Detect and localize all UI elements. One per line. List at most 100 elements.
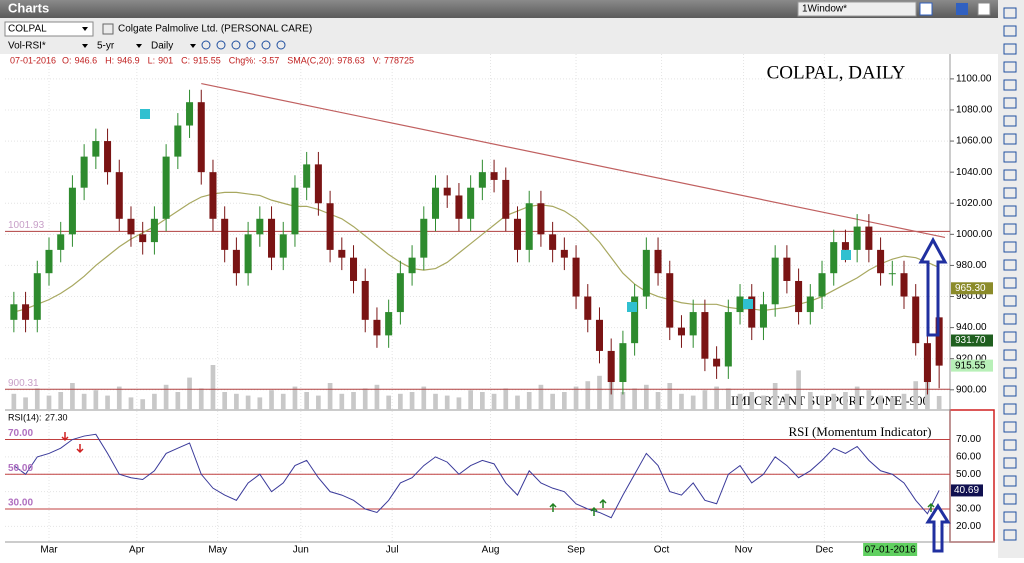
candle-body	[373, 319, 381, 336]
price-tag-label: 915.55	[955, 360, 986, 371]
rsi-tick-label: 30.00	[956, 504, 981, 515]
volume-bar	[608, 379, 614, 410]
volume-bar	[655, 392, 661, 410]
rsi-current: 27.30	[45, 412, 68, 422]
window-button[interactable]	[919, 2, 933, 16]
drawing-tools[interactable]	[1003, 7, 1017, 541]
side-toolbar	[998, 0, 1024, 558]
candle-body	[186, 102, 194, 126]
candle-body	[877, 249, 885, 274]
volume-bar	[351, 392, 356, 410]
candle-body	[420, 218, 428, 258]
info-label: C:	[181, 55, 190, 65]
candle-body	[115, 172, 123, 219]
volume-bar	[152, 393, 157, 410]
symbol-input[interactable]	[4, 21, 94, 37]
volume-bar	[421, 386, 427, 410]
info-icon[interactable]	[102, 23, 114, 35]
candle-body	[525, 203, 533, 250]
rsi-line	[13, 433, 940, 519]
info-label: Chg%:	[229, 55, 256, 65]
symbol: COLPAL	[8, 24, 47, 35]
candle-body	[455, 195, 463, 219]
app-title: Charts	[8, 0, 49, 15]
tool-icon	[1003, 133, 1017, 145]
window-select[interactable]	[797, 1, 917, 17]
candle-body	[619, 343, 627, 383]
candle-body	[244, 234, 252, 274]
volume-bar	[831, 393, 837, 410]
volume-bar	[866, 390, 872, 410]
chart-title: COLPAL, DAILY	[767, 62, 906, 83]
volume-bar	[81, 393, 87, 410]
rsi-level-label: 30.00	[8, 498, 33, 509]
info-label: V:	[373, 55, 381, 65]
volume-bar	[198, 388, 204, 410]
candle-body	[256, 218, 264, 235]
candle-body	[865, 226, 873, 250]
tool-icon	[1003, 457, 1017, 469]
volume-bar	[468, 390, 473, 410]
candle-body	[408, 257, 416, 274]
title-bar	[0, 0, 1024, 18]
candle-body	[127, 218, 135, 235]
volume-bar	[257, 397, 263, 410]
x-tick-label: Nov	[735, 545, 753, 556]
volume-bar	[386, 395, 391, 410]
interval[interactable]: Daily	[151, 41, 173, 52]
info-value: 978.63	[337, 55, 365, 65]
volume-bar	[725, 388, 731, 410]
x-tick-label: Sep	[567, 545, 585, 556]
zoom-tools[interactable]	[201, 40, 286, 50]
study[interactable]: Vol-RSI*	[8, 41, 46, 52]
y-tick-label: 960.00	[956, 291, 987, 302]
tool-icon	[1003, 403, 1017, 415]
candle-body	[443, 187, 451, 196]
volume-bar	[597, 375, 602, 410]
close-button[interactable]	[977, 2, 991, 16]
price-tag	[951, 282, 993, 295]
candle-body	[631, 296, 639, 344]
candle-body	[642, 249, 650, 297]
candle-body	[291, 187, 299, 235]
volume-bar	[175, 392, 181, 410]
volume-bar	[245, 395, 251, 410]
info-value: 915.55	[193, 55, 221, 65]
volume-bar	[913, 381, 919, 410]
y-tick-label: 1000.00	[956, 229, 993, 240]
candle-body	[326, 203, 334, 250]
candle-body	[22, 304, 30, 320]
volume-bar	[878, 395, 883, 410]
candle-body	[607, 350, 615, 383]
tool-icon	[1003, 331, 1017, 343]
rsi-tick-label: 50.00	[956, 469, 981, 480]
candle-body	[595, 319, 603, 351]
tile-button[interactable]	[956, 3, 968, 15]
price-tag-label: 931.70	[955, 335, 986, 346]
volume-bar	[796, 370, 801, 410]
dropdown-arrow	[82, 27, 88, 31]
info-value: 778725	[384, 55, 414, 65]
candle-body	[771, 257, 779, 305]
candle-body	[806, 296, 814, 313]
info-value: 946.9	[117, 55, 140, 65]
volume-bar	[409, 392, 415, 410]
info-label: L:	[148, 55, 156, 65]
rsi-tick-label: 70.00	[956, 434, 981, 445]
company: Colgate Palmolive Ltd. (PERSONAL CARE)	[118, 24, 312, 35]
tool-icon	[1003, 97, 1017, 109]
price-tag	[951, 359, 993, 372]
volume-bar	[34, 388, 40, 410]
candle-body	[150, 218, 158, 243]
candle-body	[549, 234, 557, 250]
volume-bar	[339, 393, 345, 410]
candle-body	[478, 172, 486, 188]
support-label: 1001.93	[8, 220, 45, 231]
volume-bar	[304, 392, 310, 410]
dropdown-arrow	[82, 44, 88, 48]
tool-icon	[1003, 7, 1017, 19]
candle-body	[10, 304, 18, 320]
candle-body	[560, 249, 568, 258]
period[interactable]: 5-yr	[97, 41, 115, 52]
